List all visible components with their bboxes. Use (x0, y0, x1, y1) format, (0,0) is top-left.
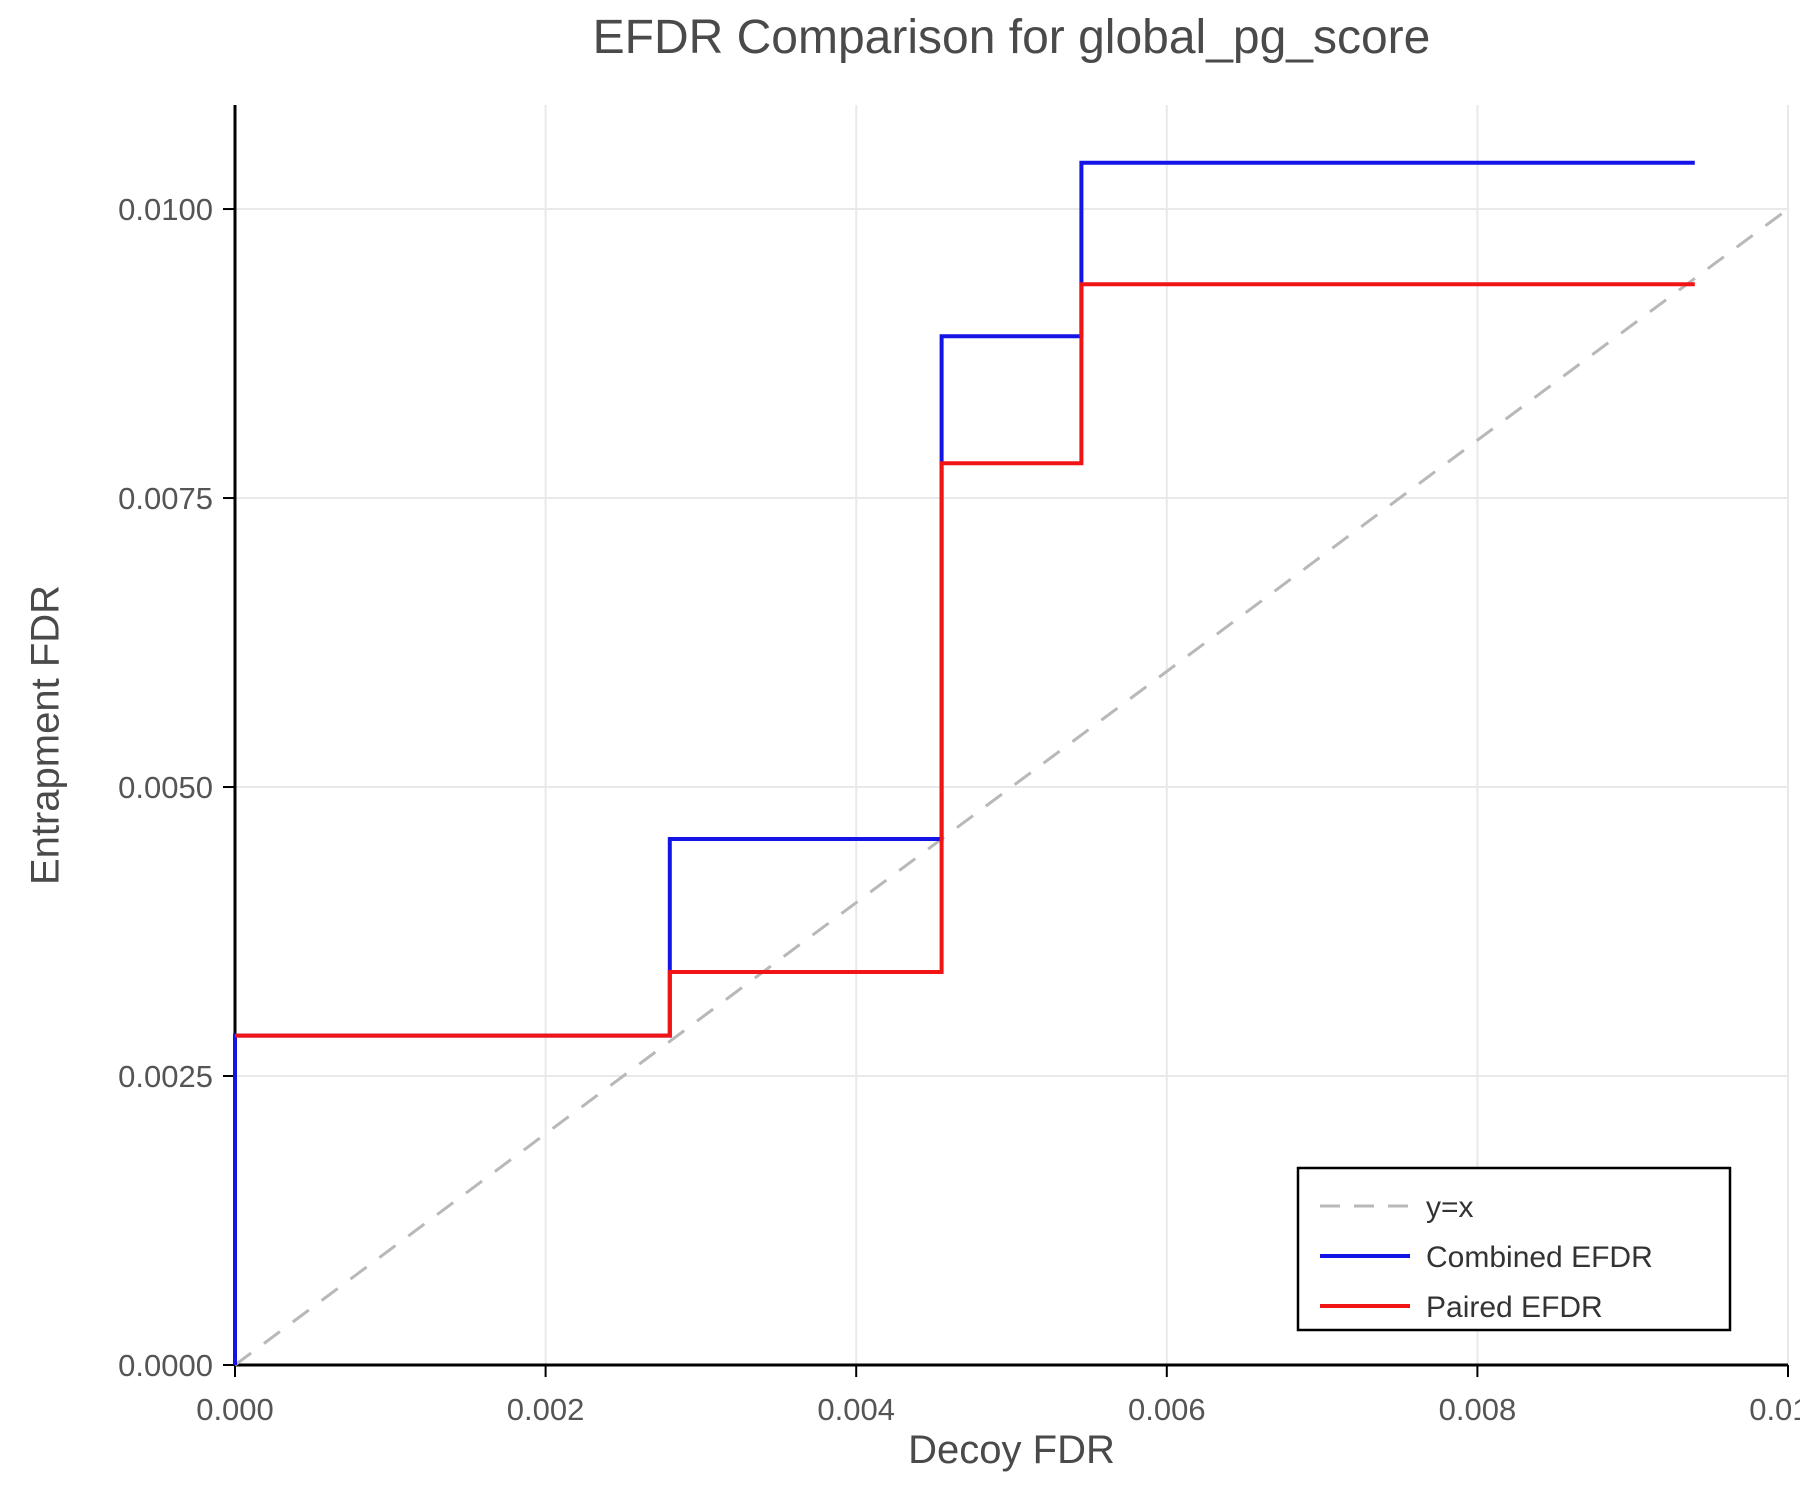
x-tick-label: 0.006 (1128, 1392, 1206, 1427)
paired-efdr-line (235, 282, 1695, 1038)
x-tick-label: 0.000 (196, 1392, 274, 1427)
y-tick-label: 0.0050 (118, 770, 213, 805)
x-tick-label: 0.004 (817, 1392, 895, 1427)
x-tick-label: 0.008 (1439, 1392, 1517, 1427)
y-tick-label: 0.0100 (118, 192, 213, 227)
x-axis-label: Decoy FDR (908, 1428, 1115, 1472)
x-tick-label: 0.002 (507, 1392, 585, 1427)
x-tick-label: 0.010 (1749, 1392, 1800, 1427)
y-tick-label: 0.0000 (118, 1348, 213, 1383)
chart-title: EFDR Comparison for global_pg_score (592, 11, 1431, 64)
legend-entry-label: y=x (1426, 1191, 1474, 1224)
legend-entry-label: Paired EFDR (1426, 1291, 1603, 1324)
y-tick-label: 0.0025 (118, 1059, 213, 1094)
legend-box (1296, 1166, 1732, 1332)
legend-entry-label: Combined EFDR (1426, 1241, 1653, 1274)
legend: y=x Combined EFDR Paired EFDR (1296, 1166, 1732, 1332)
y-tick-label: 0.0075 (118, 481, 213, 516)
